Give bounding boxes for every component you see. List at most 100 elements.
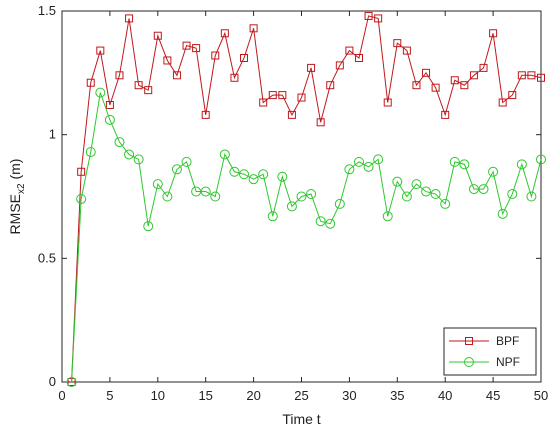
data-point-npf — [286, 201, 297, 212]
data-point-bpf — [326, 81, 335, 90]
data-point-npf — [421, 186, 432, 197]
data-point-bpf — [77, 167, 86, 176]
data-point-bpf — [115, 71, 124, 80]
data-point-bpf — [364, 11, 373, 20]
x-axis: 0 5 10 15 20 25 30 35 40 45 50 — [58, 11, 548, 403]
y-tick-label: 0 — [49, 374, 56, 389]
data-point-bpf — [182, 41, 191, 50]
data-point-bpf — [374, 14, 383, 23]
data-point-npf — [488, 166, 499, 177]
data-point-bpf — [105, 100, 114, 109]
x-tick-label: 10 — [151, 388, 165, 403]
data-point-npf — [133, 154, 144, 165]
data-point-bpf — [259, 98, 268, 107]
legend-label-bpf: BPF — [496, 334, 519, 348]
data-point-npf — [392, 176, 403, 187]
data-point-bpf — [307, 63, 316, 72]
x-tick-label: 35 — [390, 388, 404, 403]
data-point-bpf — [134, 81, 143, 90]
data-point-bpf — [240, 53, 249, 62]
y-tick-label: 0.5 — [38, 250, 56, 265]
legend-item-npf: NPF — [449, 355, 520, 369]
data-point-bpf — [144, 86, 153, 95]
data-point-bpf — [422, 68, 431, 77]
data-point-npf — [258, 169, 269, 180]
data-point-bpf — [316, 118, 325, 127]
data-point-npf — [162, 191, 173, 202]
data-point-bpf — [479, 63, 488, 72]
data-point-npf — [363, 161, 374, 172]
data-point-bpf — [211, 51, 220, 60]
x-tick-label: 15 — [198, 388, 212, 403]
legend-label-npf: NPF — [496, 355, 520, 369]
data-point-npf — [306, 189, 317, 200]
data-point-bpf — [441, 110, 450, 119]
data-point-npf — [373, 154, 384, 165]
data-point-bpf — [86, 78, 95, 87]
data-point-bpf — [498, 98, 507, 107]
y-axis-title-subscript: x2 — [16, 183, 27, 194]
data-point-bpf — [192, 44, 201, 53]
series-bpf — [67, 11, 545, 386]
legend-marker-npf — [464, 357, 474, 367]
data-point-bpf — [297, 93, 306, 102]
data-point-npf — [104, 114, 115, 125]
data-point-npf — [191, 186, 202, 197]
series-npf — [66, 87, 546, 387]
data-point-npf — [152, 179, 163, 190]
data-point-npf — [315, 216, 326, 227]
x-tick-label: 40 — [438, 388, 452, 403]
data-point-npf — [124, 149, 135, 160]
data-point-npf — [296, 191, 307, 202]
data-point-bpf — [537, 73, 545, 82]
data-point-npf — [334, 198, 345, 209]
data-point-npf — [171, 164, 182, 175]
data-point-npf — [382, 211, 393, 222]
x-tick-label: 30 — [342, 388, 356, 403]
y-tick-label: 1.5 — [38, 3, 56, 18]
data-point-bpf — [517, 71, 526, 80]
data-point-npf — [76, 193, 87, 204]
data-point-bpf — [460, 81, 469, 90]
data-point-npf — [536, 154, 546, 165]
data-point-bpf — [527, 71, 536, 80]
x-tick-label: 0 — [58, 388, 65, 403]
data-point-npf — [430, 189, 441, 200]
data-point-npf — [200, 186, 211, 197]
data-point-npf — [239, 169, 250, 180]
data-point-npf — [85, 146, 96, 157]
data-point-npf — [459, 159, 470, 170]
y-axis: 0 0.5 1 1.5 — [38, 3, 541, 389]
data-point-npf — [114, 137, 125, 148]
y-axis-title: RMSEx2 (m) — [7, 159, 27, 235]
data-point-bpf — [96, 46, 105, 55]
data-point-bpf — [393, 39, 402, 48]
data-point-npf — [66, 377, 77, 387]
data-point-npf — [478, 184, 489, 195]
data-point-bpf — [278, 91, 287, 100]
x-tick-label: 50 — [534, 388, 548, 403]
data-point-bpf — [345, 46, 354, 55]
x-tick-label: 25 — [294, 388, 308, 403]
data-point-bpf — [201, 110, 210, 119]
data-point-bpf — [268, 91, 277, 100]
data-point-bpf — [172, 71, 181, 80]
x-tick-label: 20 — [246, 388, 260, 403]
data-point-bpf — [335, 61, 344, 70]
legend-marker-bpf — [465, 337, 473, 345]
data-point-npf — [277, 171, 288, 182]
data-point-npf — [507, 189, 518, 200]
data-point-npf — [440, 198, 451, 209]
data-point-bpf — [508, 91, 517, 100]
data-point-bpf — [153, 31, 162, 40]
data-point-bpf — [489, 29, 498, 38]
data-point-bpf — [469, 71, 478, 80]
data-point-bpf — [402, 46, 411, 55]
x-tick-label: 5 — [106, 388, 113, 403]
data-point-npf — [353, 156, 364, 167]
data-point-bpf — [230, 73, 239, 82]
data-point-npf — [497, 208, 508, 219]
data-point-npf — [219, 149, 230, 160]
